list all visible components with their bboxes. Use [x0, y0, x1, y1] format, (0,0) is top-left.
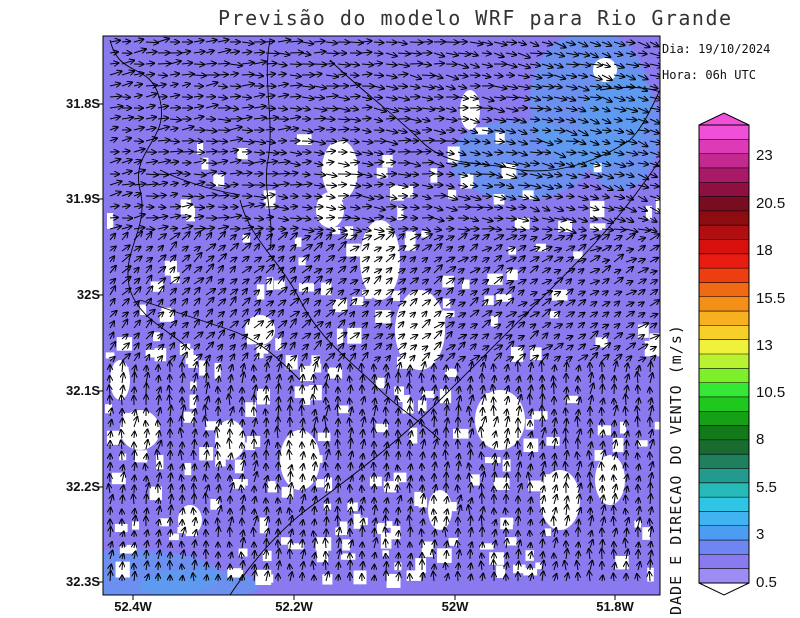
- wind-vectors: [109, 39, 660, 582]
- colorbar-label-23: 23: [756, 147, 773, 164]
- lat-label-32-3s: 32.3S: [66, 574, 100, 589]
- lon-label-52w: 52W: [441, 599, 469, 614]
- forecast-date: Dia: 19/10/2024: [662, 42, 771, 56]
- colorbar-label-20-5: 20.5: [756, 195, 786, 212]
- colorbar-label-0-5: 0.5: [756, 574, 777, 591]
- lat-label-31-8s: 31.8S: [66, 96, 100, 111]
- colorbar-label-18: 18: [756, 242, 773, 259]
- lat-label-32-1s: 32.1S: [66, 383, 100, 398]
- lat-label-31-9s: 31.9S: [66, 191, 100, 206]
- colorbar-label-10-5: 10.5: [756, 384, 786, 401]
- lat-label-32s: 32S: [76, 287, 100, 302]
- colorbar-title: DADE E DIRECAO DO VENTO (m/s): [667, 324, 685, 615]
- forecast-hour: Hora: 06h UTC: [662, 68, 756, 82]
- colorbar-label-5-5: 5.5: [756, 479, 777, 496]
- colorbar-label-3: 3: [756, 526, 765, 543]
- lon-label-52-4w: 52.4W: [114, 599, 152, 614]
- map-frame: [102, 35, 661, 596]
- map-title: Previsão do modelo WRF para Rio Grande: [218, 6, 733, 30]
- colorbar: [698, 112, 750, 596]
- lon-label-52-2w: 52.2W: [275, 599, 313, 614]
- colorbar-label-15-5: 15.5: [756, 290, 786, 307]
- axis-ticks: [97, 103, 616, 600]
- colorbar-label-8: 8: [756, 431, 765, 448]
- colorbar-label-13: 13: [756, 337, 773, 354]
- lat-label-32-2s: 32.2S: [66, 479, 100, 494]
- lon-label-51-8w: 51.8W: [596, 599, 634, 614]
